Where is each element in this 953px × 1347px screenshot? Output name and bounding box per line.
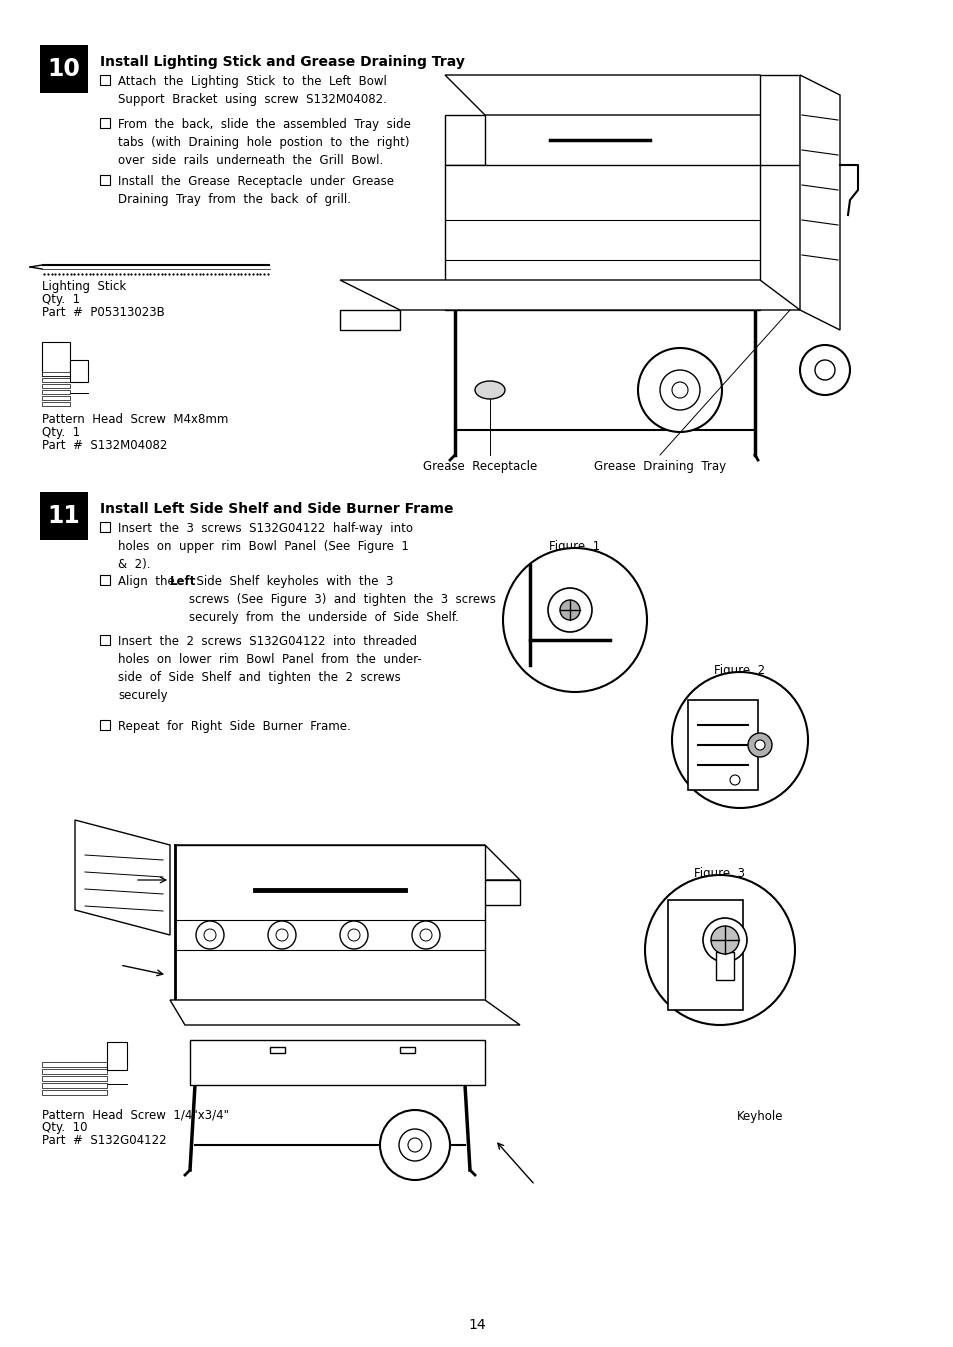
Circle shape	[547, 589, 592, 632]
Polygon shape	[174, 845, 484, 999]
Text: Repeat  for  Right  Side  Burner  Frame.: Repeat for Right Side Burner Frame.	[118, 721, 351, 733]
Text: Install Left Side Shelf and Side Burner Frame: Install Left Side Shelf and Side Burner …	[100, 502, 453, 516]
Bar	[42, 1070, 107, 1074]
Circle shape	[408, 1138, 421, 1152]
Bar	[100, 721, 110, 730]
Polygon shape	[170, 999, 519, 1025]
Text: Side  Shelf  keyholes  with  the  3
screws  (See  Figure  3)  and  tighten  the : Side Shelf keyholes with the 3 screws (S…	[189, 575, 496, 624]
Polygon shape	[444, 114, 484, 164]
Text: Figure  3: Figure 3	[694, 867, 744, 880]
Polygon shape	[444, 164, 760, 310]
Circle shape	[379, 1110, 450, 1180]
Polygon shape	[174, 845, 519, 880]
Circle shape	[638, 348, 721, 432]
Bar	[70, 360, 88, 383]
Circle shape	[747, 733, 771, 757]
Bar	[40, 492, 88, 540]
Text: Install Lighting Stick and Grease Draining Tray: Install Lighting Stick and Grease Draini…	[100, 55, 464, 69]
Text: 14: 14	[468, 1317, 485, 1332]
Bar	[42, 384, 70, 388]
Polygon shape	[339, 310, 399, 330]
Circle shape	[502, 548, 646, 692]
Bar	[42, 391, 70, 395]
Bar	[42, 1076, 107, 1082]
Text: Figure  2: Figure 2	[714, 664, 764, 678]
Bar	[42, 372, 70, 376]
Circle shape	[204, 929, 215, 942]
Polygon shape	[444, 75, 800, 114]
Text: Pattern  Head  Screw  1/4"x3/4": Pattern Head Screw 1/4"x3/4"	[42, 1109, 229, 1121]
Bar	[100, 75, 110, 85]
Bar	[399, 1047, 415, 1053]
Text: Grease  Draining  Tray: Grease Draining Tray	[594, 459, 725, 473]
Text: 10: 10	[48, 57, 80, 81]
Text: Insert  the  2  screws  S132G04122  into  threaded
holes  on  lower  rim  Bowl  : Insert the 2 screws S132G04122 into thre…	[118, 634, 421, 702]
Bar	[42, 396, 70, 400]
Text: Figure  1: Figure 1	[549, 540, 600, 554]
Text: Install  the  Grease  Receptacle  under  Grease
Draining  Tray  from  the  back : Install the Grease Receptacle under Grea…	[118, 175, 394, 206]
Circle shape	[710, 925, 739, 954]
Text: Left: Left	[170, 575, 196, 589]
Circle shape	[671, 672, 807, 808]
Bar	[42, 401, 70, 405]
Text: Grease  Receptacle: Grease Receptacle	[422, 459, 537, 473]
Text: Attach  the  Lighting  Stick  to  the  Left  Bowl
Support  Bracket  using  screw: Attach the Lighting Stick to the Left Bo…	[118, 75, 387, 106]
Text: Part  #  S132G04122: Part # S132G04122	[42, 1134, 167, 1148]
Circle shape	[754, 740, 764, 750]
Circle shape	[800, 345, 849, 395]
Bar	[270, 1047, 285, 1053]
Bar	[100, 523, 110, 532]
Bar	[42, 1061, 107, 1067]
Circle shape	[195, 921, 224, 950]
Bar	[100, 634, 110, 645]
Circle shape	[644, 876, 794, 1025]
Circle shape	[659, 370, 700, 409]
Text: Pattern  Head  Screw  M4x8mm: Pattern Head Screw M4x8mm	[42, 414, 228, 426]
Polygon shape	[760, 75, 800, 164]
Circle shape	[814, 360, 834, 380]
Circle shape	[671, 383, 687, 397]
Polygon shape	[75, 820, 170, 935]
Text: Insert  the  3  screws  S132G04122  half-way  into
holes  on  upper  rim  Bowl  : Insert the 3 screws S132G04122 half-way …	[118, 523, 413, 571]
Text: Qty.  10: Qty. 10	[42, 1121, 88, 1134]
Polygon shape	[190, 1040, 484, 1084]
Text: Lighting  Stick: Lighting Stick	[42, 280, 126, 294]
Bar	[100, 575, 110, 585]
Circle shape	[729, 775, 740, 785]
Text: Align  the: Align the	[118, 575, 182, 589]
Polygon shape	[210, 880, 519, 905]
Text: 11: 11	[48, 504, 80, 528]
Circle shape	[398, 1129, 431, 1161]
Bar	[100, 175, 110, 185]
Bar	[687, 700, 758, 789]
Text: Part  #  S132M04082: Part # S132M04082	[42, 439, 167, 453]
Ellipse shape	[475, 381, 504, 399]
Text: From  the  back,  slide  the  assembled  Tray  side
tabs  (with  Draining  hole : From the back, slide the assembled Tray …	[118, 119, 411, 167]
Bar	[107, 1043, 127, 1070]
Bar	[40, 44, 88, 93]
Circle shape	[268, 921, 295, 950]
Circle shape	[419, 929, 432, 942]
Circle shape	[339, 921, 368, 950]
Bar	[42, 379, 70, 383]
Bar	[42, 1083, 107, 1088]
Bar	[100, 119, 110, 128]
Circle shape	[348, 929, 359, 942]
Text: Keyhole: Keyhole	[736, 1110, 782, 1123]
Bar	[42, 1090, 107, 1095]
Text: Qty.  1: Qty. 1	[42, 294, 80, 306]
Polygon shape	[339, 280, 800, 310]
Circle shape	[559, 599, 579, 620]
Circle shape	[412, 921, 439, 950]
Text: Part  #  P05313023B: Part # P05313023B	[42, 306, 165, 319]
Circle shape	[275, 929, 288, 942]
Bar	[716, 952, 733, 981]
Bar	[667, 900, 742, 1010]
Text: Qty.  1: Qty. 1	[42, 426, 80, 439]
Circle shape	[702, 919, 746, 962]
Polygon shape	[800, 75, 840, 330]
Bar	[42, 342, 70, 376]
